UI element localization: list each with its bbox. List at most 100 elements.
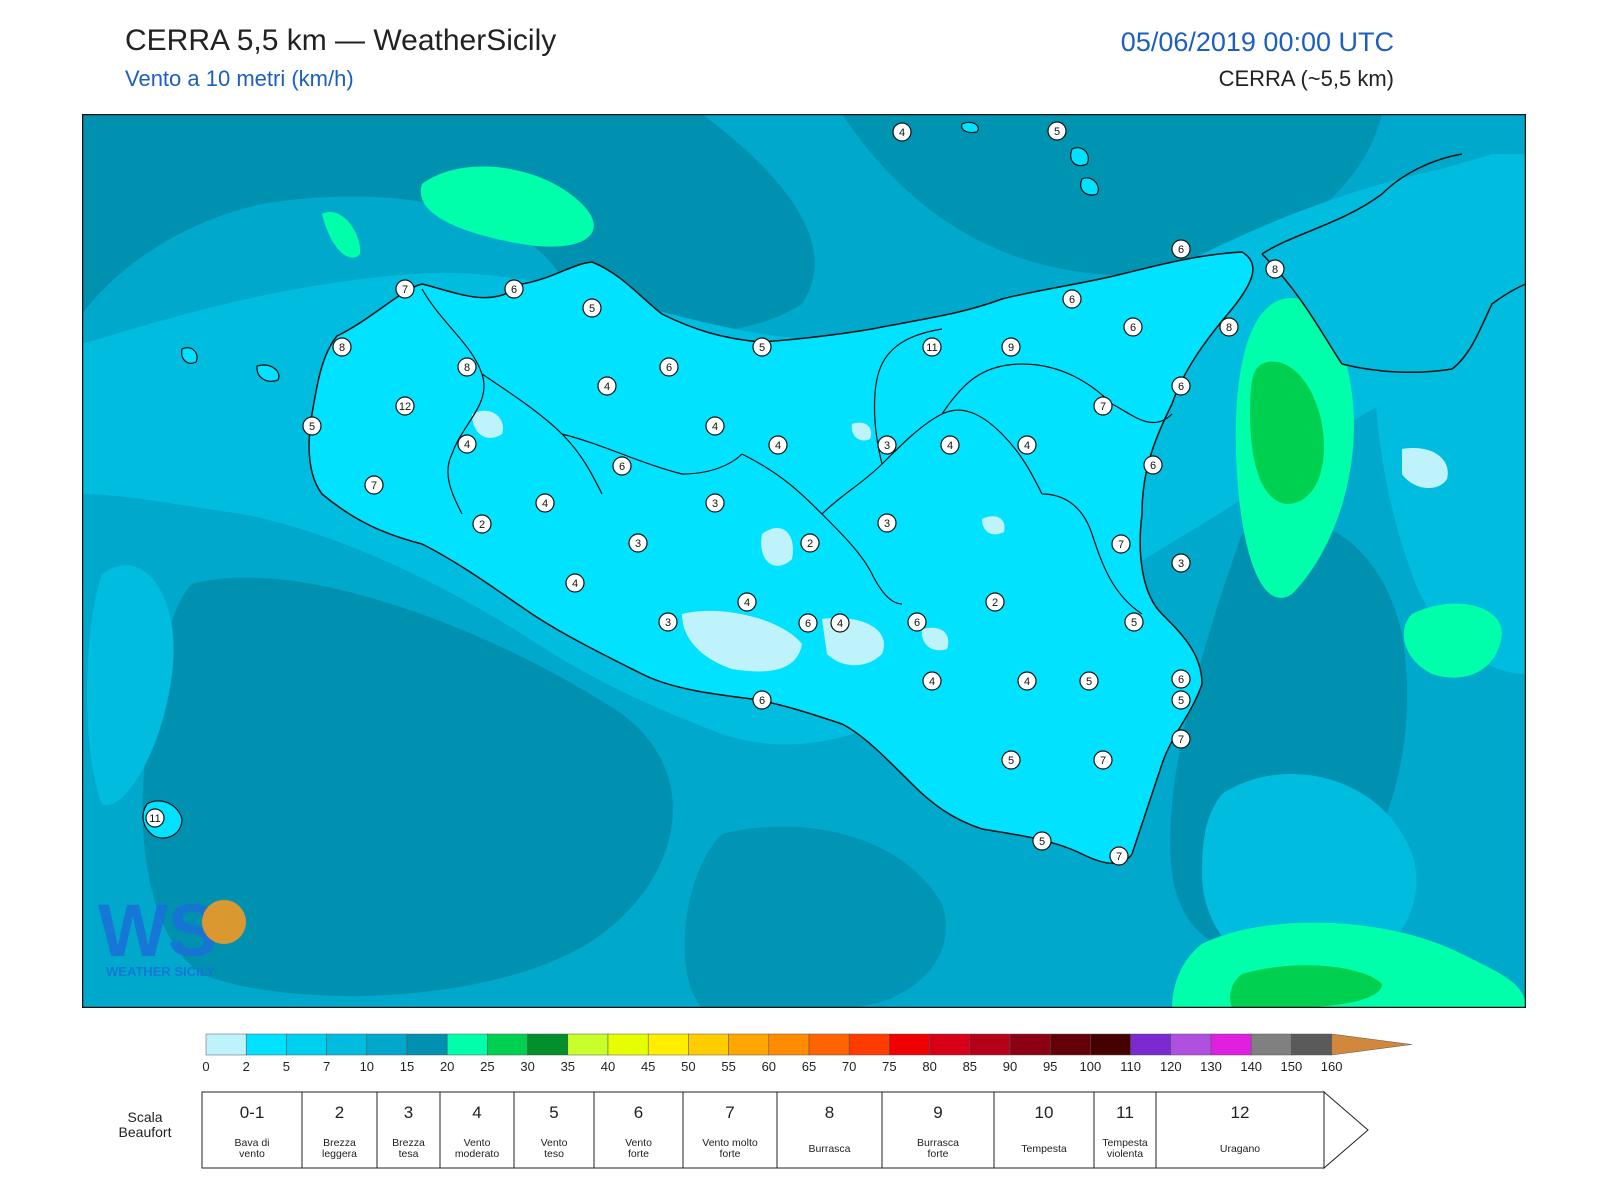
station-marker-circle [457, 357, 477, 377]
station-marker: 4 [737, 592, 757, 612]
beaufort-cell [881, 1091, 995, 1169]
station-marker-circle [535, 493, 555, 513]
calm-patch-6 [982, 516, 1005, 535]
colorbar-segment [446, 1033, 488, 1056]
station-marker-value: 7 [1118, 539, 1124, 551]
station-marker: 8 [1219, 317, 1239, 337]
station-marker-circle [1143, 455, 1163, 475]
colorbar-segment [768, 1033, 810, 1056]
beaufort-name: forte [719, 1148, 740, 1160]
colorbar-segment [1090, 1033, 1131, 1056]
station-marker-circle [940, 435, 960, 455]
station-marker-value: 2 [807, 538, 813, 550]
station-marker-value: 6 [1178, 674, 1184, 686]
colorbar-tick-label: 160 [1321, 1059, 1343, 1074]
station-marker: 4 [830, 613, 850, 633]
beaufort-number: 3 [404, 1103, 413, 1122]
colorbar-segment [1049, 1033, 1091, 1056]
station-marker-value: 3 [884, 518, 890, 530]
station-marker-value: 12 [399, 401, 411, 413]
colorbar-tick-label: 25 [480, 1059, 494, 1074]
calm-patch-5 [921, 627, 949, 651]
station-marker-value: 8 [339, 342, 345, 354]
station-marker: 2 [800, 533, 820, 553]
station-marker: 5 [752, 337, 772, 357]
colorbar-segment [1130, 1033, 1172, 1056]
beaufort-cell [301, 1091, 378, 1169]
colorbar-tick-label: 150 [1281, 1059, 1303, 1074]
colorbar-segment [728, 1033, 770, 1056]
station-marker-value: 4 [929, 676, 935, 688]
station-marker-value: 6 [1150, 460, 1156, 472]
station-marker: 8 [1265, 259, 1285, 279]
colorbar-segment [889, 1033, 930, 1056]
station-marker-value: 4 [572, 578, 578, 590]
station-marker-value: 5 [1039, 836, 1045, 848]
legend: 0 2 5 7 10 15 20 25 30 35 40 45 50 55 60 65 70 75 80 85 90 95… [201, 1033, 1412, 1170]
beaufort-arrow [1323, 1090, 1369, 1170]
station-marker-value: 3 [712, 498, 718, 510]
station-marker-value: 7 [371, 480, 377, 492]
colorbar-tick-label: 85 [963, 1059, 977, 1074]
station-marker: 4 [922, 671, 942, 691]
station-marker-value: 9 [1008, 342, 1014, 354]
station-marker: 4 [1017, 435, 1037, 455]
beaufort-caption: Scala Beaufort [118, 1109, 172, 1140]
station-marker: 8 [457, 357, 477, 377]
station-marker: 7 [1111, 534, 1131, 554]
station-marker: 12 [395, 396, 415, 416]
station-marker: 7 [1093, 396, 1113, 416]
station-marker: 4 [1017, 671, 1037, 691]
station-marker-circle [705, 416, 725, 436]
station-marker-circle [877, 513, 897, 533]
station-marker: 4 [705, 416, 725, 436]
beaufort-name: teso [544, 1148, 564, 1160]
colorbar-segment [326, 1033, 368, 1056]
station-marker: 5 [1124, 612, 1144, 632]
colorbar-tick-label: 7 [323, 1059, 330, 1074]
station-marker-value: 3 [635, 538, 641, 550]
sea-dark-southwest [142, 577, 673, 996]
colorbar-segment [567, 1033, 609, 1056]
station-marker-circle [737, 592, 757, 612]
colorbar-segment [245, 1033, 287, 1056]
sicily-coastline [308, 251, 1254, 865]
station-marker: 6 [1062, 289, 1082, 309]
station-marker: 3 [628, 533, 648, 553]
station-marker: 6 [1123, 317, 1143, 337]
station-marker-circle [922, 337, 942, 357]
forecast-datetime: 05/06/2019 00:00 UTC [1120, 27, 1394, 57]
station-marker-circle [1219, 317, 1239, 337]
station-marker-circle [597, 376, 617, 396]
station-marker: 5 [1032, 831, 1052, 851]
station-marker: 6 [504, 279, 524, 299]
colorbar-segment [527, 1033, 569, 1056]
beaufort-name: Vento molto [702, 1137, 758, 1149]
station-marker-value: 6 [805, 618, 811, 630]
beaufort-cell [439, 1091, 515, 1169]
beaufort-number: 7 [725, 1103, 734, 1122]
station-marker-circle [612, 456, 632, 476]
colorbar-segment [487, 1033, 528, 1056]
station-marker-circle [1171, 669, 1191, 689]
station-marker-circle [768, 435, 788, 455]
beaufort-number: 9 [933, 1103, 942, 1122]
beaufort-name: Burrasca [917, 1137, 959, 1149]
colorbar-tick-label: 5 [283, 1059, 290, 1074]
station-marker-circle [1093, 750, 1113, 770]
station-marker-circle [1111, 534, 1131, 554]
sea-dark-south [684, 826, 946, 1008]
aeolian-islands [961, 121, 1099, 196]
beaufort-cell [1093, 1091, 1157, 1169]
station-marker-value: 4 [464, 439, 470, 451]
station-marker: 5 [302, 416, 322, 436]
colorbar-tick-label: 120 [1160, 1059, 1182, 1074]
station-marker-value: 6 [511, 284, 517, 296]
station-marker: 11 [922, 337, 942, 357]
colorbar-tick-label: 70 [842, 1059, 856, 1074]
station-marker-circle [1062, 289, 1082, 309]
